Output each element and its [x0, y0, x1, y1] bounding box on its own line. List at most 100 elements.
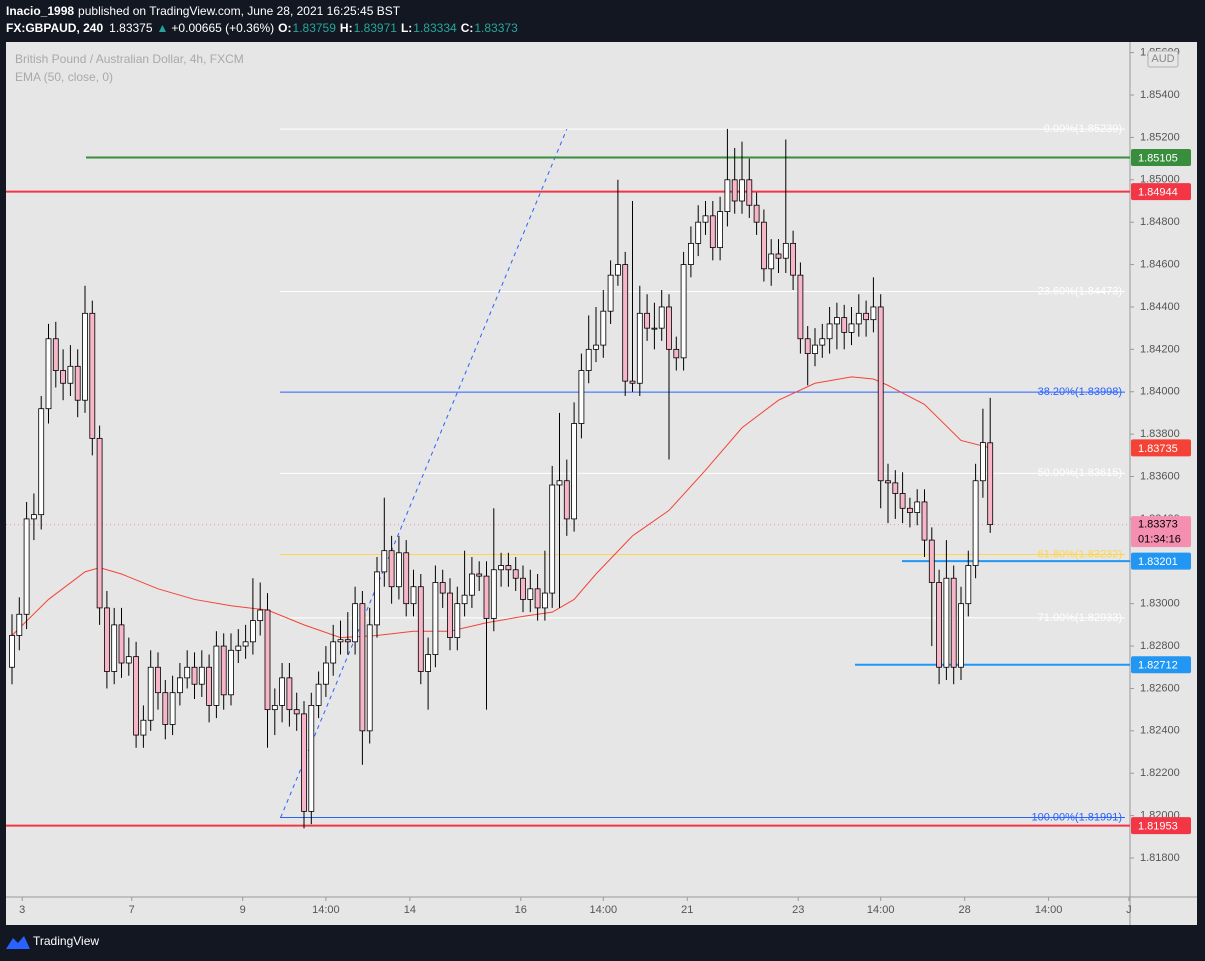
candle-body	[877, 306, 884, 482]
candle-body	[629, 380, 636, 384]
candle-body	[490, 569, 497, 619]
price-badge-box	[1131, 516, 1191, 548]
ohlc-label: H:	[340, 21, 353, 35]
y-tick-label: 1.83000	[1140, 598, 1180, 610]
candle-body	[410, 586, 417, 605]
ohlc-value: 1.83971	[354, 21, 398, 35]
candle-body	[52, 338, 59, 371]
ema-badge-label: 1.83735	[1138, 443, 1178, 455]
plot	[6, 128, 1130, 829]
fib-label: 61.80%(1.83232)	[1038, 548, 1122, 560]
y-tick-label: 1.85200	[1140, 131, 1180, 143]
price-badge-label: 1.81953	[1138, 820, 1178, 832]
publisher: Inacio_1998	[6, 4, 74, 18]
candle-body	[958, 603, 964, 668]
candle-body	[30, 514, 37, 520]
candle-body	[271, 705, 278, 711]
candle-body	[23, 518, 30, 615]
candle-body	[812, 344, 818, 354]
y-tick-label: 1.83600	[1140, 470, 1180, 482]
y-tick-label: 1.85400	[1140, 89, 1180, 101]
candle-body	[885, 480, 891, 484]
candle-body	[804, 338, 811, 354]
price-badge: 1.83373 01:34:16	[1131, 516, 1191, 548]
candle-body	[344, 639, 351, 643]
price-badge-box	[1131, 817, 1191, 835]
candle-body	[761, 221, 767, 270]
candle-body	[534, 588, 541, 609]
chart-title: British Pound / Australian Dollar, 4h, F…	[15, 52, 244, 66]
candle-body	[702, 215, 709, 223]
candle-body	[176, 677, 183, 694]
candle-body	[447, 592, 453, 638]
candle-body	[731, 179, 738, 202]
price-badge-label: 1.82712	[1138, 660, 1178, 672]
x-tick-label: 21	[681, 904, 693, 916]
candle-body	[235, 645, 242, 651]
candle-body	[403, 552, 410, 605]
candle-body	[980, 442, 986, 482]
price-badge: 1.81953	[1131, 817, 1191, 835]
candle-body	[293, 709, 300, 715]
candle-body	[651, 327, 658, 330]
candle-body	[512, 569, 519, 579]
candle-body	[439, 582, 446, 594]
logo-icon	[6, 936, 30, 949]
price-badge-box	[1131, 149, 1191, 167]
candle-body	[206, 666, 213, 706]
candle-body	[863, 312, 869, 321]
candle-body	[688, 242, 694, 265]
candle-body	[125, 656, 132, 664]
candle-body	[104, 607, 110, 672]
candle-body	[527, 588, 534, 600]
x-tick-label: J	[1126, 904, 1132, 916]
candle-body	[644, 312, 650, 329]
candle-body	[892, 482, 899, 494]
ema-line	[11, 376, 991, 639]
candle-body	[739, 179, 745, 202]
price-badge: 1.85105	[1131, 149, 1191, 167]
chart-background	[6, 42, 1197, 925]
x-tick-label: 16	[515, 904, 527, 916]
ohlc-label: C:	[461, 21, 474, 35]
candle-body	[483, 575, 490, 619]
candle-body	[593, 344, 599, 350]
candle-body	[636, 312, 643, 384]
x-tick-label: 7	[129, 904, 135, 916]
candle-body	[140, 719, 147, 736]
candle-body	[337, 639, 344, 643]
x-tick-label: 14:00	[590, 904, 618, 916]
candle-body	[169, 692, 176, 725]
candle-body	[352, 603, 359, 643]
candle-body	[972, 480, 979, 566]
price-badge-label: 1.85105	[1138, 152, 1178, 164]
candle-body	[498, 565, 505, 571]
x-tick-label: 14:00	[1035, 904, 1063, 916]
currency-label: AUD	[1151, 53, 1174, 65]
candle-body	[680, 264, 687, 359]
candle-body	[315, 683, 322, 706]
ohlc-label: L:	[401, 21, 412, 35]
price-badge-box	[1131, 183, 1191, 201]
candle-body	[746, 179, 753, 206]
candle-body	[432, 582, 439, 655]
fib-label: 38.20%(1.83998)	[1038, 386, 1122, 398]
candle-body	[943, 577, 950, 668]
current-price-label: 1.83373	[1138, 519, 1178, 531]
candle-body	[585, 348, 592, 371]
candle-body	[607, 274, 614, 312]
candle-body	[549, 484, 556, 594]
candle-body	[928, 539, 935, 583]
candle-body	[695, 221, 702, 244]
y-tick-label: 1.82200	[1140, 767, 1180, 779]
candle-body	[155, 666, 161, 694]
candle-body	[249, 620, 256, 643]
currency-badge	[1147, 50, 1179, 68]
candle-body	[242, 641, 249, 647]
candle-body	[914, 501, 921, 513]
candle-body	[89, 312, 96, 439]
x-tick-label: 3	[19, 904, 25, 916]
candle-body	[74, 365, 81, 401]
candle-body	[841, 317, 848, 333]
x-tick-label: 14:00	[867, 904, 895, 916]
